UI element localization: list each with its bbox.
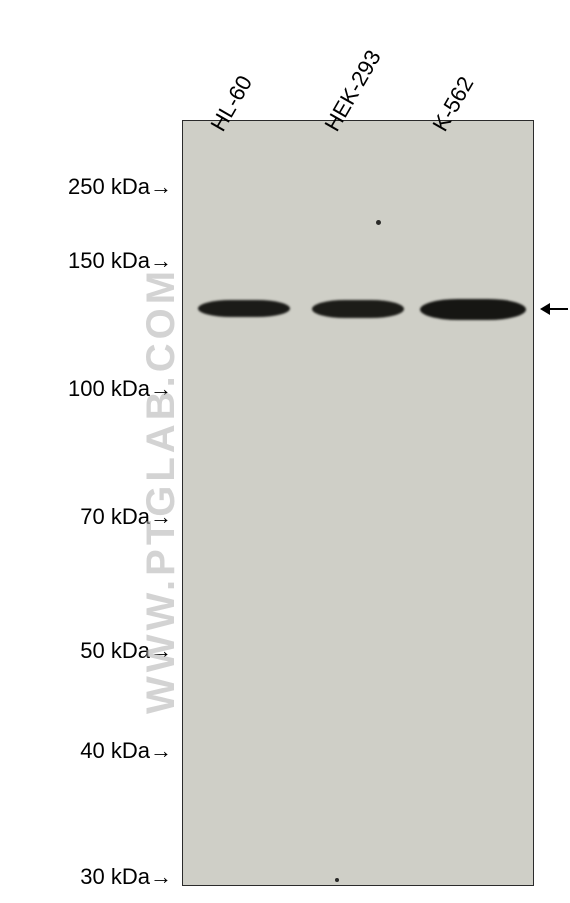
blot-membrane bbox=[182, 120, 534, 886]
mw-label-250: 250 kDa→ bbox=[0, 174, 172, 200]
band-lane1 bbox=[198, 300, 290, 317]
figure-container: HL-60 HEK-293 K-562 250 kDa→ 150 kDa→ 10… bbox=[0, 0, 570, 903]
mw-label-30: 30 kDa→ bbox=[0, 864, 172, 890]
target-arrow-icon bbox=[540, 299, 570, 319]
artifact-speck-2 bbox=[335, 878, 339, 882]
mw-label-40: 40 kDa→ bbox=[0, 738, 172, 764]
watermark-text: WWW.PTGLAB.COM bbox=[139, 267, 184, 714]
band-lane2 bbox=[312, 300, 404, 318]
artifact-speck-1 bbox=[376, 220, 381, 225]
band-lane3 bbox=[420, 299, 526, 320]
